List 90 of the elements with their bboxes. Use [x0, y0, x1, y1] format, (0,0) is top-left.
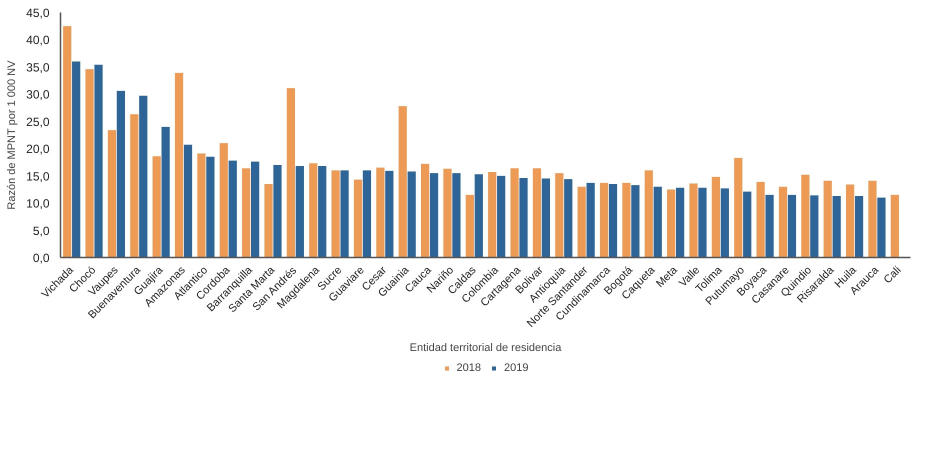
bar [273, 164, 282, 258]
bar [756, 182, 765, 258]
bar [354, 180, 362, 258]
y-tick-label: 30,0 [26, 88, 50, 102]
bar [63, 26, 72, 258]
bar [250, 162, 260, 258]
bar [890, 194, 899, 258]
bar [398, 106, 407, 258]
bar [242, 168, 250, 258]
legend-label: 2019 [504, 362, 528, 374]
bar [519, 178, 528, 258]
bar [309, 163, 318, 258]
bar [832, 196, 841, 258]
bar [532, 168, 542, 258]
bar [868, 180, 877, 258]
bar [408, 171, 416, 258]
bar [362, 170, 372, 258]
bar [376, 168, 384, 258]
bar [720, 188, 729, 258]
bar [765, 194, 774, 258]
bar [689, 183, 698, 258]
bar [488, 172, 496, 258]
bar [108, 130, 116, 258]
bar [698, 188, 707, 258]
bar [228, 160, 237, 258]
bar [466, 194, 474, 258]
bar [420, 164, 430, 258]
bar [206, 156, 214, 258]
bar [430, 173, 438, 258]
bar [608, 184, 618, 258]
bar [332, 170, 340, 258]
bar [174, 72, 184, 258]
bar [497, 176, 506, 258]
y-tick-label: 20,0 [26, 142, 50, 156]
bar [139, 96, 148, 258]
bar [220, 143, 228, 258]
x-axis-title: Entidad territorial de residencia [410, 342, 562, 354]
bar [712, 176, 720, 258]
bar [162, 126, 170, 258]
y-tick-label: 10,0 [26, 196, 50, 211]
bar [654, 186, 662, 258]
y-tick-label: 25,0 [26, 114, 50, 129]
bar [385, 170, 394, 258]
bar [622, 182, 631, 258]
x-tick-label: Cali [882, 264, 904, 286]
bar [452, 173, 461, 258]
bar [94, 64, 103, 258]
bar [555, 173, 564, 258]
bar [116, 90, 126, 258]
bar [130, 114, 138, 258]
bar [286, 88, 296, 258]
bar [810, 195, 818, 258]
bar [85, 69, 94, 258]
y-axis-title: Razón de MPNT por 1 000 NV [6, 60, 18, 210]
legend-label: 2018 [456, 362, 481, 374]
bar [788, 194, 796, 258]
bar [743, 192, 752, 258]
bar [197, 154, 206, 258]
bar [667, 189, 676, 258]
bar [676, 188, 684, 258]
bar [510, 168, 519, 258]
bar [644, 170, 653, 258]
y-tick-label: 5,0 [32, 224, 50, 238]
bar [474, 174, 483, 258]
bar [600, 182, 608, 258]
bar [340, 170, 349, 258]
bar [631, 185, 640, 258]
bar [854, 196, 864, 258]
bar [152, 156, 161, 258]
bar [734, 158, 742, 258]
bar [443, 168, 452, 258]
y-tick-label: 35,0 [26, 60, 50, 74]
bar [318, 166, 326, 258]
bar [846, 184, 854, 258]
bar [184, 144, 192, 258]
bar [586, 182, 595, 258]
bar [72, 62, 80, 258]
y-tick-label: 0,0 [32, 251, 50, 265]
bar [801, 174, 810, 258]
bar [542, 178, 550, 258]
y-tick-label: 15,0 [26, 169, 50, 184]
bar [778, 186, 788, 258]
bar [264, 184, 273, 258]
bar [564, 179, 572, 258]
bar [578, 186, 586, 258]
bar [877, 198, 886, 258]
y-tick-label: 45,0 [26, 6, 50, 20]
bar [296, 166, 304, 258]
bar [824, 180, 832, 258]
y-tick-label: 40,0 [26, 33, 50, 48]
